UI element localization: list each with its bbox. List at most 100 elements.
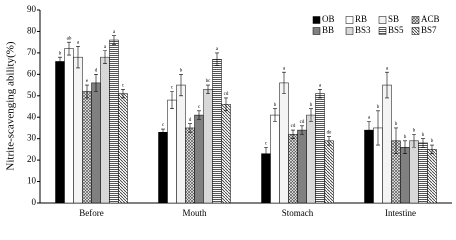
error-bar [103,50,107,64]
bar [118,93,128,204]
legend-swatch [345,27,354,35]
bar [418,142,428,204]
significance-letter: a [113,30,116,35]
significance-letter: b [404,135,407,140]
error-bar [94,74,98,92]
significance-letter: b [377,105,380,110]
error-bar [224,97,228,112]
bar [324,140,334,204]
significance-letter: a [386,66,389,71]
error-bar [264,146,268,161]
bar [212,59,222,204]
error-bar [300,125,304,135]
bar [109,39,119,204]
bar [270,114,280,204]
significance-letter: a [216,47,219,52]
bar [400,146,410,204]
error-bar [121,89,125,99]
y-tick-label: 0 [32,197,37,207]
significance-letter: b [413,129,416,134]
y-tick-label: 20 [27,154,37,164]
x-tick-label: Intestine [385,208,416,218]
significance-letter: b [274,103,277,108]
legend-swatch [411,16,420,24]
error-bar [112,35,116,45]
y-tick-label: 40 [27,111,37,121]
bar [55,61,65,204]
significance-letter: d [95,68,98,73]
error-bar [76,46,80,69]
bar [409,140,419,204]
x-tick-label: Before [79,208,104,218]
bar [364,129,374,204]
significance-letter: b [180,68,183,73]
error-bar [291,129,295,139]
y-tick-label: 90 [27,4,37,14]
error-bar [327,136,331,146]
bar [427,149,437,204]
error-bar [179,74,183,97]
significance-letter: a [77,41,80,46]
error-bar [206,84,210,94]
significance-letter: de [327,131,333,136]
bar [64,48,74,204]
bar [82,91,92,204]
bar [288,134,298,204]
bar [261,153,271,204]
y-tick-label: 70 [27,47,37,57]
error-bar [170,91,174,109]
significance-letter: c [198,105,201,110]
bar [221,104,231,204]
x-tick-label: Stomach [282,208,314,218]
significance-letter: ab [67,36,72,41]
significance-letter: cd [224,92,229,97]
error-bar [376,110,380,146]
bar [91,82,101,204]
error-bar [58,56,62,67]
bar [279,82,289,204]
bar [203,89,213,204]
significance-letter: c [162,123,165,128]
y-tick-label: 50 [27,90,37,100]
bar [185,127,195,204]
legend-label: BS3 [355,25,371,35]
y-tick-label: 10 [27,176,37,186]
significance-letter: b [422,133,425,138]
significance-letter: d [189,118,192,123]
significance-letter: a [104,45,107,50]
y-tick-label: 80 [27,26,37,36]
error-bar [367,121,371,139]
error-bar [197,110,201,120]
error-bar [430,144,434,154]
bar [194,114,204,204]
error-bar [215,52,219,67]
legend-swatch [345,16,354,24]
legend-swatch [411,27,420,35]
bar [73,56,83,204]
error-bar [385,71,389,99]
error-bar [309,108,313,122]
legend-label: BS7 [421,25,437,35]
significance-letter: c [171,86,174,91]
error-bar [394,127,398,154]
significance-letter: bc [206,79,212,84]
legend-swatch [378,27,387,35]
significance-letter: a [283,66,286,71]
legend-label: OB [322,14,335,24]
significance-letter: c [122,83,125,88]
significance-letter: cd [300,120,305,125]
significance-letter: c [265,141,268,146]
error-bar [403,140,407,154]
bar [306,114,316,204]
legend-swatch [312,16,321,24]
error-bar [412,134,416,148]
error-bar [67,41,71,56]
bar [315,93,325,204]
legend-label: BS5 [388,25,404,35]
error-bar [161,128,165,136]
significance-letter: b [59,51,62,56]
error-bar [282,71,286,94]
bar [176,84,186,204]
significance-letter: a [319,83,322,88]
bar [158,131,168,204]
